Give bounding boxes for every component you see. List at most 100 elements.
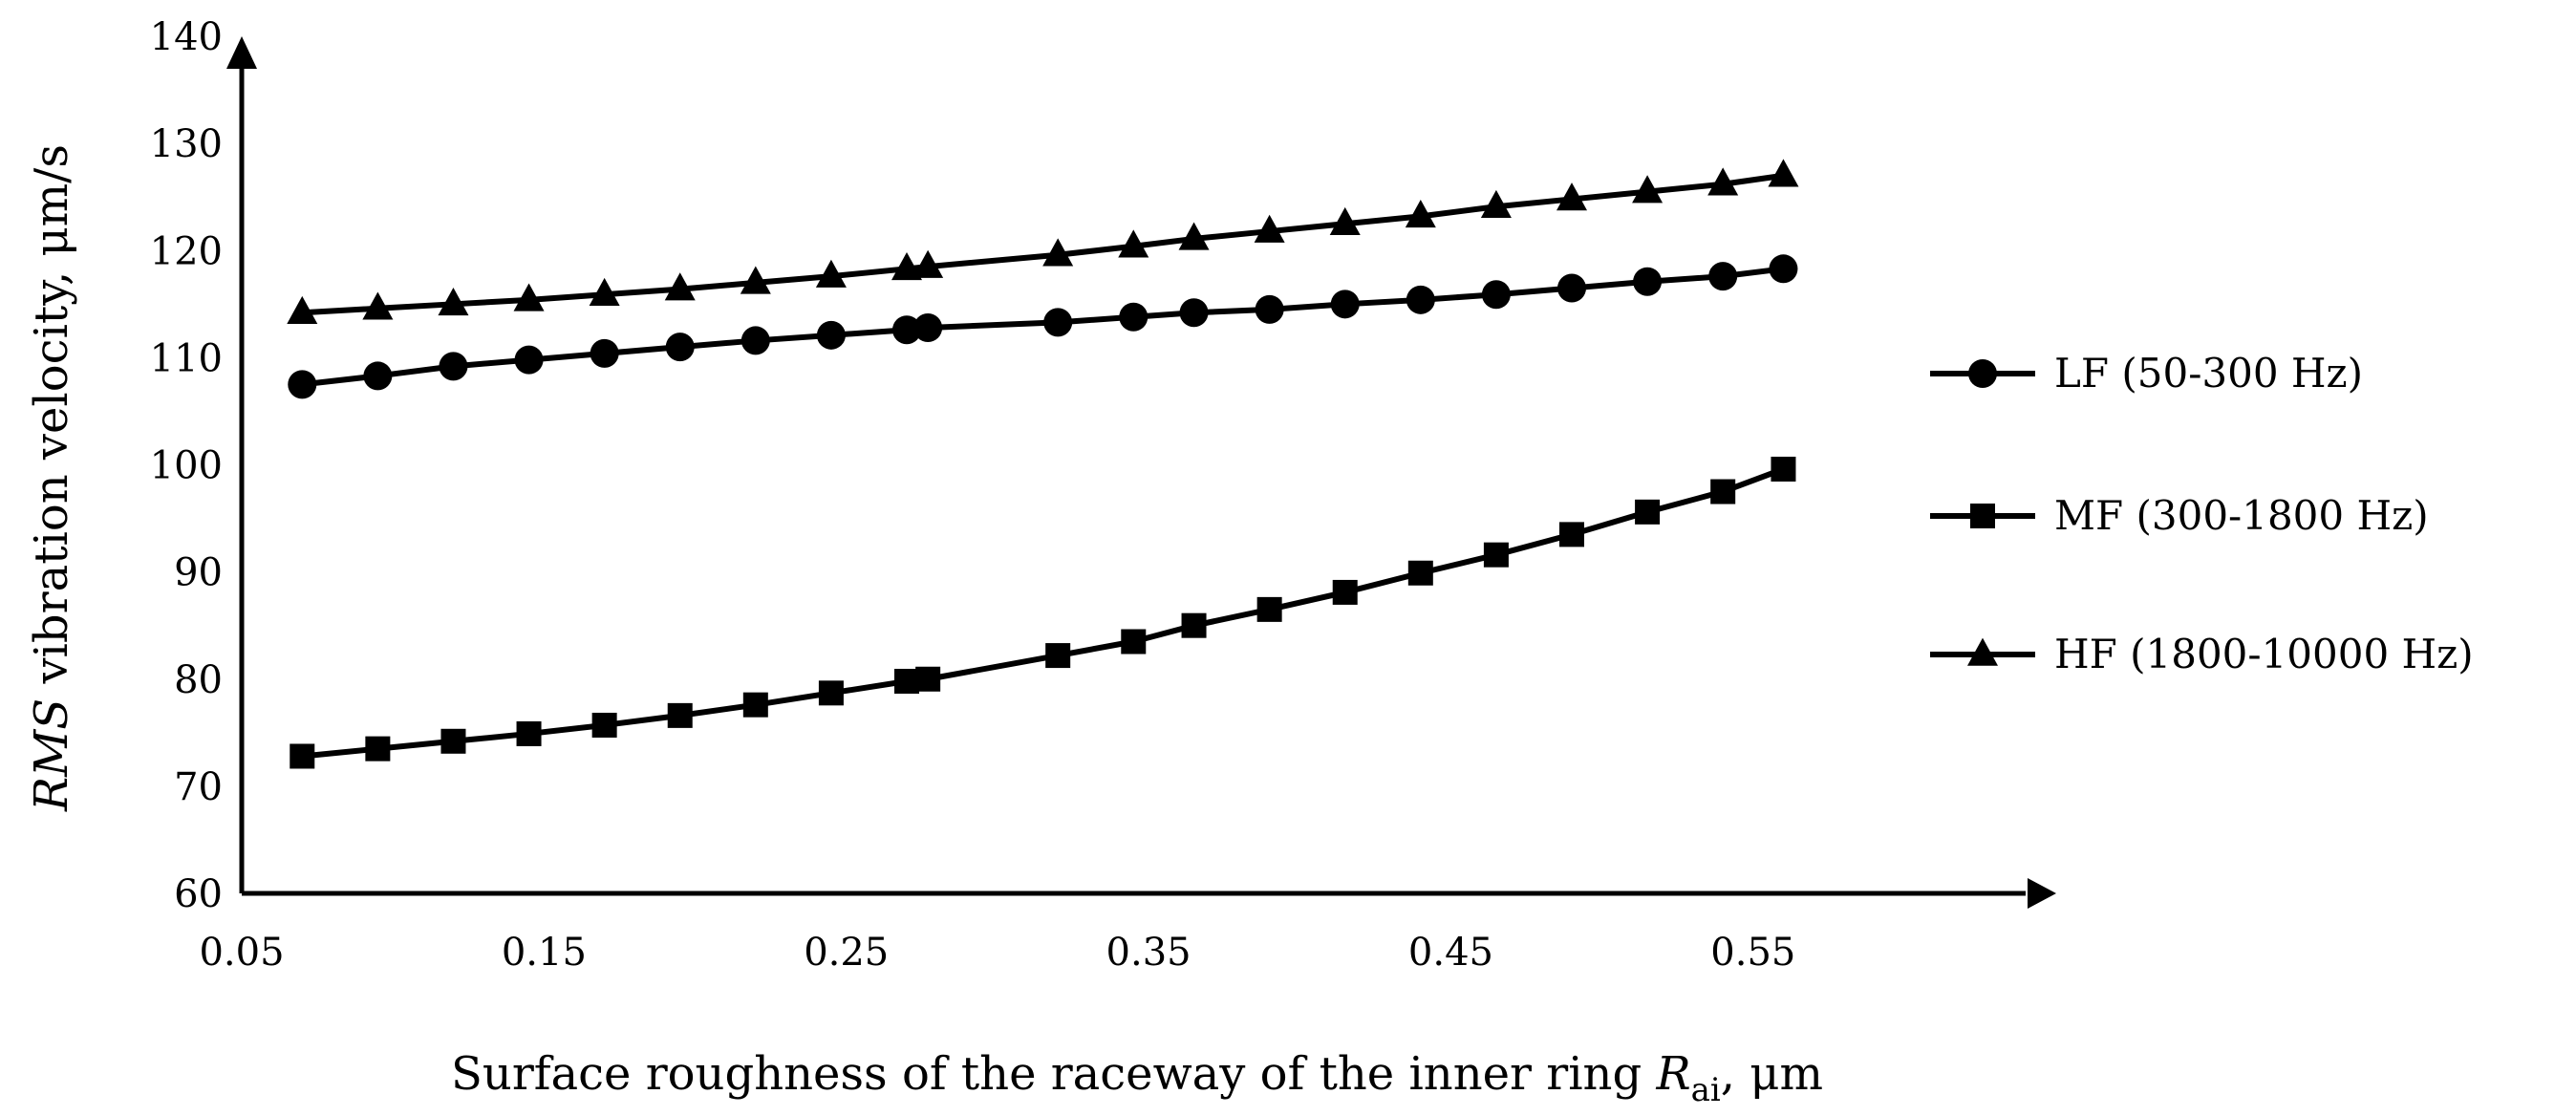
data-point <box>742 692 768 718</box>
data-point <box>1406 285 1435 314</box>
data-point <box>815 259 847 288</box>
data-point <box>1480 189 1512 219</box>
legend-label: MF (300-1800 Hz) <box>2054 492 2429 539</box>
data-point <box>740 266 771 294</box>
y-tick-label: 60 <box>174 872 223 916</box>
data-point <box>439 352 468 381</box>
x-axis-title-suffix: , μm <box>1721 1047 1823 1101</box>
data-point <box>1119 302 1148 332</box>
data-point <box>1632 175 1664 204</box>
data-point <box>288 370 317 399</box>
legend: LF (50-300 Hz) MF (300-1800 Hz) HF (1800-1… <box>1930 350 2474 677</box>
data-point <box>513 283 545 311</box>
data-point <box>1708 262 1738 291</box>
data-point <box>514 345 544 375</box>
y-axis-title-italic: RMS <box>25 698 78 812</box>
y-tick-label: 110 <box>150 336 223 380</box>
data-point <box>590 338 619 368</box>
data-point <box>1710 479 1736 504</box>
legend-item: MF (300-1800 Hz) <box>1930 492 2429 539</box>
data-point <box>1707 167 1739 196</box>
data-point <box>1118 229 1149 258</box>
y-axis-arrow <box>226 36 257 69</box>
data-point <box>365 736 391 762</box>
data-point <box>591 712 617 738</box>
data-point <box>1633 267 1663 296</box>
series-layer <box>287 159 1799 769</box>
data-point <box>1407 560 1433 586</box>
data-point <box>1771 456 1796 482</box>
data-point <box>741 326 770 355</box>
data-point <box>667 702 693 728</box>
data-point <box>1768 159 1799 187</box>
data-point <box>438 287 469 316</box>
data-point <box>1332 579 1358 605</box>
data-point <box>1043 308 1073 337</box>
legend-marker <box>1970 504 1995 528</box>
data-point <box>915 666 941 692</box>
data-point <box>1557 273 1586 303</box>
series-triangle <box>287 159 1799 325</box>
legend-item: LF (50-300 Hz) <box>1930 350 2363 397</box>
legend-marker <box>1968 359 1997 388</box>
data-point <box>665 333 695 362</box>
data-point <box>362 291 394 320</box>
data-point <box>1329 206 1361 235</box>
legend-label: HF (1800-10000 Hz) <box>2054 631 2474 677</box>
x-tick-label: 0.45 <box>1408 931 1493 975</box>
y-tick-label: 120 <box>150 229 223 273</box>
legend-marker <box>1967 637 1998 666</box>
data-point <box>1481 280 1511 310</box>
data-point <box>363 361 393 391</box>
data-point <box>1045 643 1071 669</box>
data-point <box>818 680 844 706</box>
x-axis-arrow <box>2028 878 2056 909</box>
data-point <box>891 251 922 281</box>
data-point <box>1178 222 1210 250</box>
data-point <box>1042 238 1074 267</box>
x-tick-label: 0.55 <box>1710 931 1795 975</box>
data-point <box>913 312 943 342</box>
y-tick-label: 130 <box>150 122 223 166</box>
series-square <box>290 456 1796 769</box>
data-point <box>1179 298 1209 328</box>
x-axis-title-subscript: ai <box>1691 1071 1721 1109</box>
x-tick-label: 0.15 <box>502 931 587 975</box>
y-tick-label: 140 <box>150 15 223 59</box>
y-axis-title: RMS vibration velocity, μm/s <box>25 144 78 812</box>
data-point <box>1121 629 1147 655</box>
x-axis-title-prefix: Surface roughness of the raceway of the … <box>451 1047 1656 1101</box>
y-axis-title-rest: vibration velocity, μm/s <box>25 144 78 698</box>
y-tick-labels: 60 70 80 90 100 110 120 130 140 <box>150 15 223 916</box>
x-axis-title-symbol: R <box>1655 1047 1690 1101</box>
data-point <box>287 295 318 325</box>
data-point <box>1181 612 1207 638</box>
data-point <box>1556 182 1587 211</box>
data-point <box>816 320 846 350</box>
data-point <box>664 272 696 301</box>
legend-item: HF (1800-10000 Hz) <box>1930 631 2474 677</box>
data-point <box>1330 290 1360 319</box>
data-point <box>1254 214 1285 243</box>
x-tick-label: 0.35 <box>1106 931 1191 975</box>
series-circle <box>288 254 1798 399</box>
data-point <box>912 249 944 278</box>
data-point <box>589 277 620 306</box>
data-point <box>1405 200 1436 228</box>
axes <box>226 36 2056 909</box>
series-line <box>301 466 1785 760</box>
y-tick-label: 70 <box>174 765 223 809</box>
data-point <box>290 743 315 769</box>
x-tick-labels: 0.05 0.15 0.25 0.35 0.45 0.55 <box>199 931 1795 975</box>
data-point <box>892 315 921 345</box>
y-tick-label: 100 <box>150 444 223 488</box>
data-point <box>1483 542 1509 568</box>
data-point <box>440 728 466 754</box>
legend-label: LF (50-300 Hz) <box>2054 350 2363 397</box>
data-point <box>516 720 542 746</box>
data-point <box>1256 596 1282 622</box>
data-point <box>894 668 919 694</box>
x-axis-title: Surface roughness of the raceway of the … <box>451 1047 1823 1109</box>
